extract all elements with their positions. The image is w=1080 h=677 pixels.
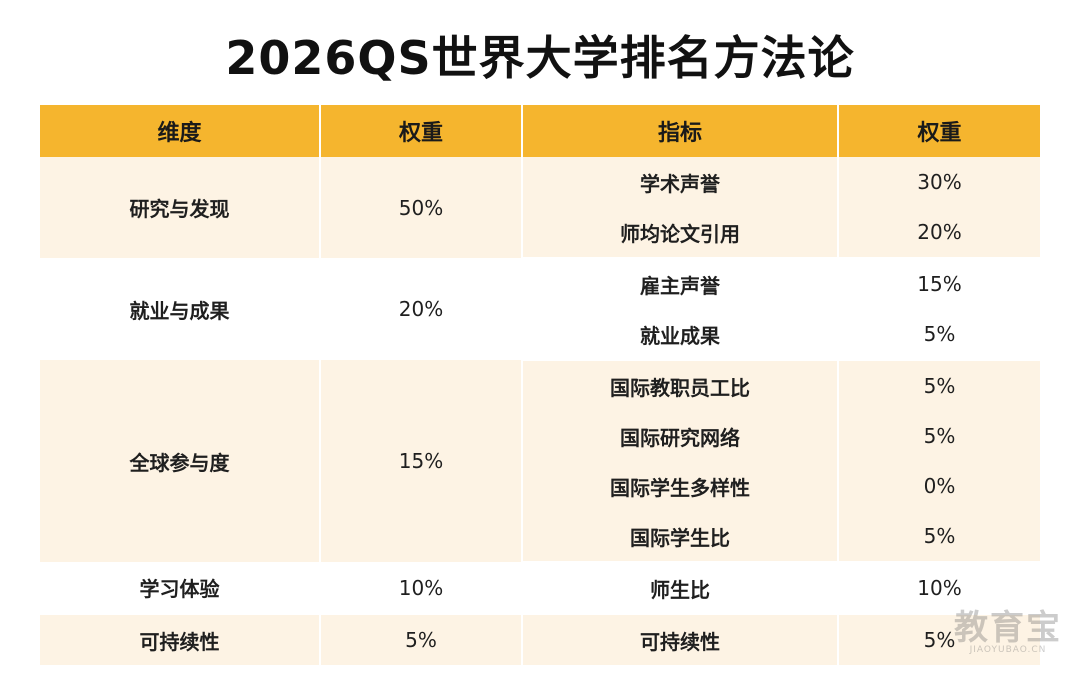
indicator-cell: 师生比 <box>522 562 839 615</box>
dimension-weight-cell: 20% <box>320 258 523 360</box>
table-row: 可持续性 5% 可持续性 5% <box>40 614 1040 665</box>
indicator-cell: 师均论文引用 <box>522 207 839 259</box>
indicator-cell: 就业成果 <box>522 309 839 361</box>
table-row: 全球参与度 15% 国际教职员工比 5% <box>40 360 1040 562</box>
table-row: 就业成果 5% <box>40 309 1040 361</box>
indicator-weight-cell: 30% <box>838 157 1040 207</box>
watermark-text: 教育宝 <box>954 608 1062 648</box>
page-title: 2026QS世界大学排名方法论 <box>225 31 855 85</box>
table-row: 学习体验 10% 师生比 10% <box>40 562 1040 615</box>
table-row: 师均论文引用 20% <box>40 207 1040 259</box>
dimension-weight-cell: 5% <box>320 614 523 665</box>
indicator-weight-cell: 5% <box>838 511 1040 563</box>
dimension-cell: 全球参与度 <box>40 360 321 562</box>
dimension-cell: 可持续性 <box>40 614 321 665</box>
table-header-row: 维度 权重 指标 权重 <box>40 105 1040 157</box>
header-indicator: 指标 <box>522 105 839 157</box>
table-row: 国际学生多样性 0% <box>40 461 1040 511</box>
indicator-weight-cell: 5% <box>838 614 1040 665</box>
header-weight: 权重 <box>320 105 523 157</box>
indicator-weight-cell: 5% <box>838 411 1040 461</box>
table-row: 国际研究网络 5% <box>40 411 1040 461</box>
watermark-url: JIAOYUBAO.CN <box>969 645 1047 655</box>
indicator-weight-cell: 0% <box>838 461 1040 511</box>
table-row: 研究与发现 50% 学术声誉 30% <box>40 157 1040 258</box>
indicator-weight-cell: 15% <box>838 258 1040 309</box>
header-indicator-weight: 权重 <box>838 105 1040 157</box>
dimension-cell: 研究与发现 <box>40 157 321 258</box>
indicator-cell: 国际学生多样性 <box>522 461 839 511</box>
dimension-weight-cell: 50% <box>320 157 523 258</box>
indicator-weight-cell: 20% <box>838 207 1040 259</box>
indicator-cell: 国际学生比 <box>522 511 839 563</box>
indicator-cell: 雇主声誉 <box>522 258 839 309</box>
indicator-cell: 学术声誉 <box>522 157 839 207</box>
dimension-weight-cell: 15% <box>320 360 523 562</box>
dimension-cell: 学习体验 <box>40 562 321 615</box>
methodology-table: 维度 权重 指标 权重 研究与发现 50% 学术声誉 30% 师均论文引用 20… <box>40 105 1040 665</box>
dimension-cell: 就业与成果 <box>40 258 321 360</box>
indicator-cell: 可持续性 <box>522 614 839 665</box>
table-row: 就业与成果 20% 雇主声誉 15% <box>40 258 1040 360</box>
indicator-cell: 国际研究网络 <box>522 411 839 461</box>
indicator-weight-cell: 10% <box>838 562 1040 615</box>
watermark-logo: 教育宝 JIAOYUBAO.CN <box>954 611 1062 655</box>
header-dimension: 维度 <box>40 105 321 157</box>
dimension-weight-cell: 10% <box>320 562 523 615</box>
indicator-weight-cell: 5% <box>838 309 1040 361</box>
table-row: 国际学生比 5% <box>40 511 1040 563</box>
indicator-cell: 国际教职员工比 <box>522 360 839 411</box>
indicator-weight-cell: 5% <box>838 360 1040 411</box>
